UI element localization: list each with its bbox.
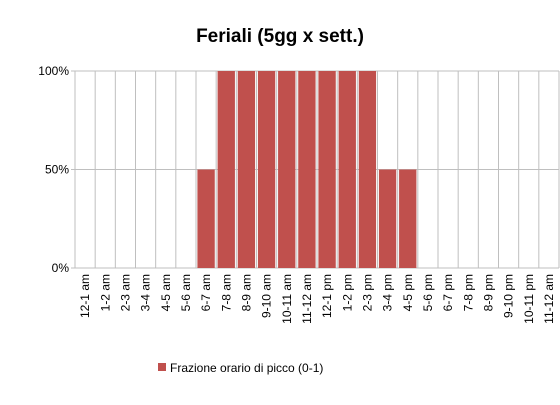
y-tick-label: 100% bbox=[38, 64, 69, 78]
bar bbox=[197, 169, 215, 268]
x-tick-label: 4-5 am bbox=[159, 274, 173, 311]
bar bbox=[237, 71, 256, 268]
chart-title: Feriali (5gg x sett.) bbox=[196, 26, 364, 47]
x-tick-label: 1-2 pm bbox=[340, 274, 354, 311]
bar bbox=[318, 71, 336, 268]
x-tick-label: 11-12 am bbox=[542, 274, 556, 324]
x-tick-label: 2-3 pm bbox=[360, 274, 374, 311]
x-tick-label: 6-7 am bbox=[199, 274, 213, 311]
x-tick-label: 6-7 pm bbox=[441, 274, 455, 311]
bar bbox=[399, 169, 417, 268]
x-tick-label: 5-6 am bbox=[179, 274, 193, 311]
x-tick-label: 1-2 am bbox=[98, 274, 112, 311]
x-tick-label: 9-10 pm bbox=[502, 274, 516, 318]
x-tick-label: 3-4 am bbox=[139, 274, 153, 311]
legend-label: Frazione orario di picco (0-1) bbox=[170, 361, 323, 375]
bar bbox=[278, 71, 296, 268]
x-tick-label: 12-1 pm bbox=[320, 274, 334, 318]
x-tick-label: 10-11 pm bbox=[522, 274, 536, 324]
bar bbox=[378, 169, 397, 268]
bar bbox=[217, 71, 235, 268]
x-tick-label: 12-1 am bbox=[78, 274, 92, 318]
bar bbox=[298, 71, 316, 268]
x-tick-label: 8-9 am bbox=[239, 274, 253, 311]
x-tick-label: 7-8 pm bbox=[461, 274, 475, 311]
x-tick-label: 11-12 am bbox=[300, 274, 314, 324]
x-tick-label: 7-8 am bbox=[219, 274, 233, 311]
y-tick-label: 50% bbox=[45, 163, 69, 177]
y-tick-label: 0% bbox=[52, 261, 70, 275]
bar bbox=[338, 71, 356, 268]
x-tick-label: 3-4 pm bbox=[381, 274, 395, 311]
legend-swatch bbox=[158, 363, 166, 371]
x-tick-label: 9-10 am bbox=[260, 274, 274, 318]
bar bbox=[257, 71, 276, 268]
x-tick-label: 4-5 pm bbox=[401, 274, 415, 311]
x-tick-label: 2-3 am bbox=[118, 274, 132, 311]
x-tick-label: 10-11 am bbox=[280, 274, 294, 324]
x-tick-label: 8-9 pm bbox=[481, 274, 495, 311]
bar bbox=[358, 71, 377, 268]
x-tick-label: 5-6 pm bbox=[421, 274, 435, 311]
